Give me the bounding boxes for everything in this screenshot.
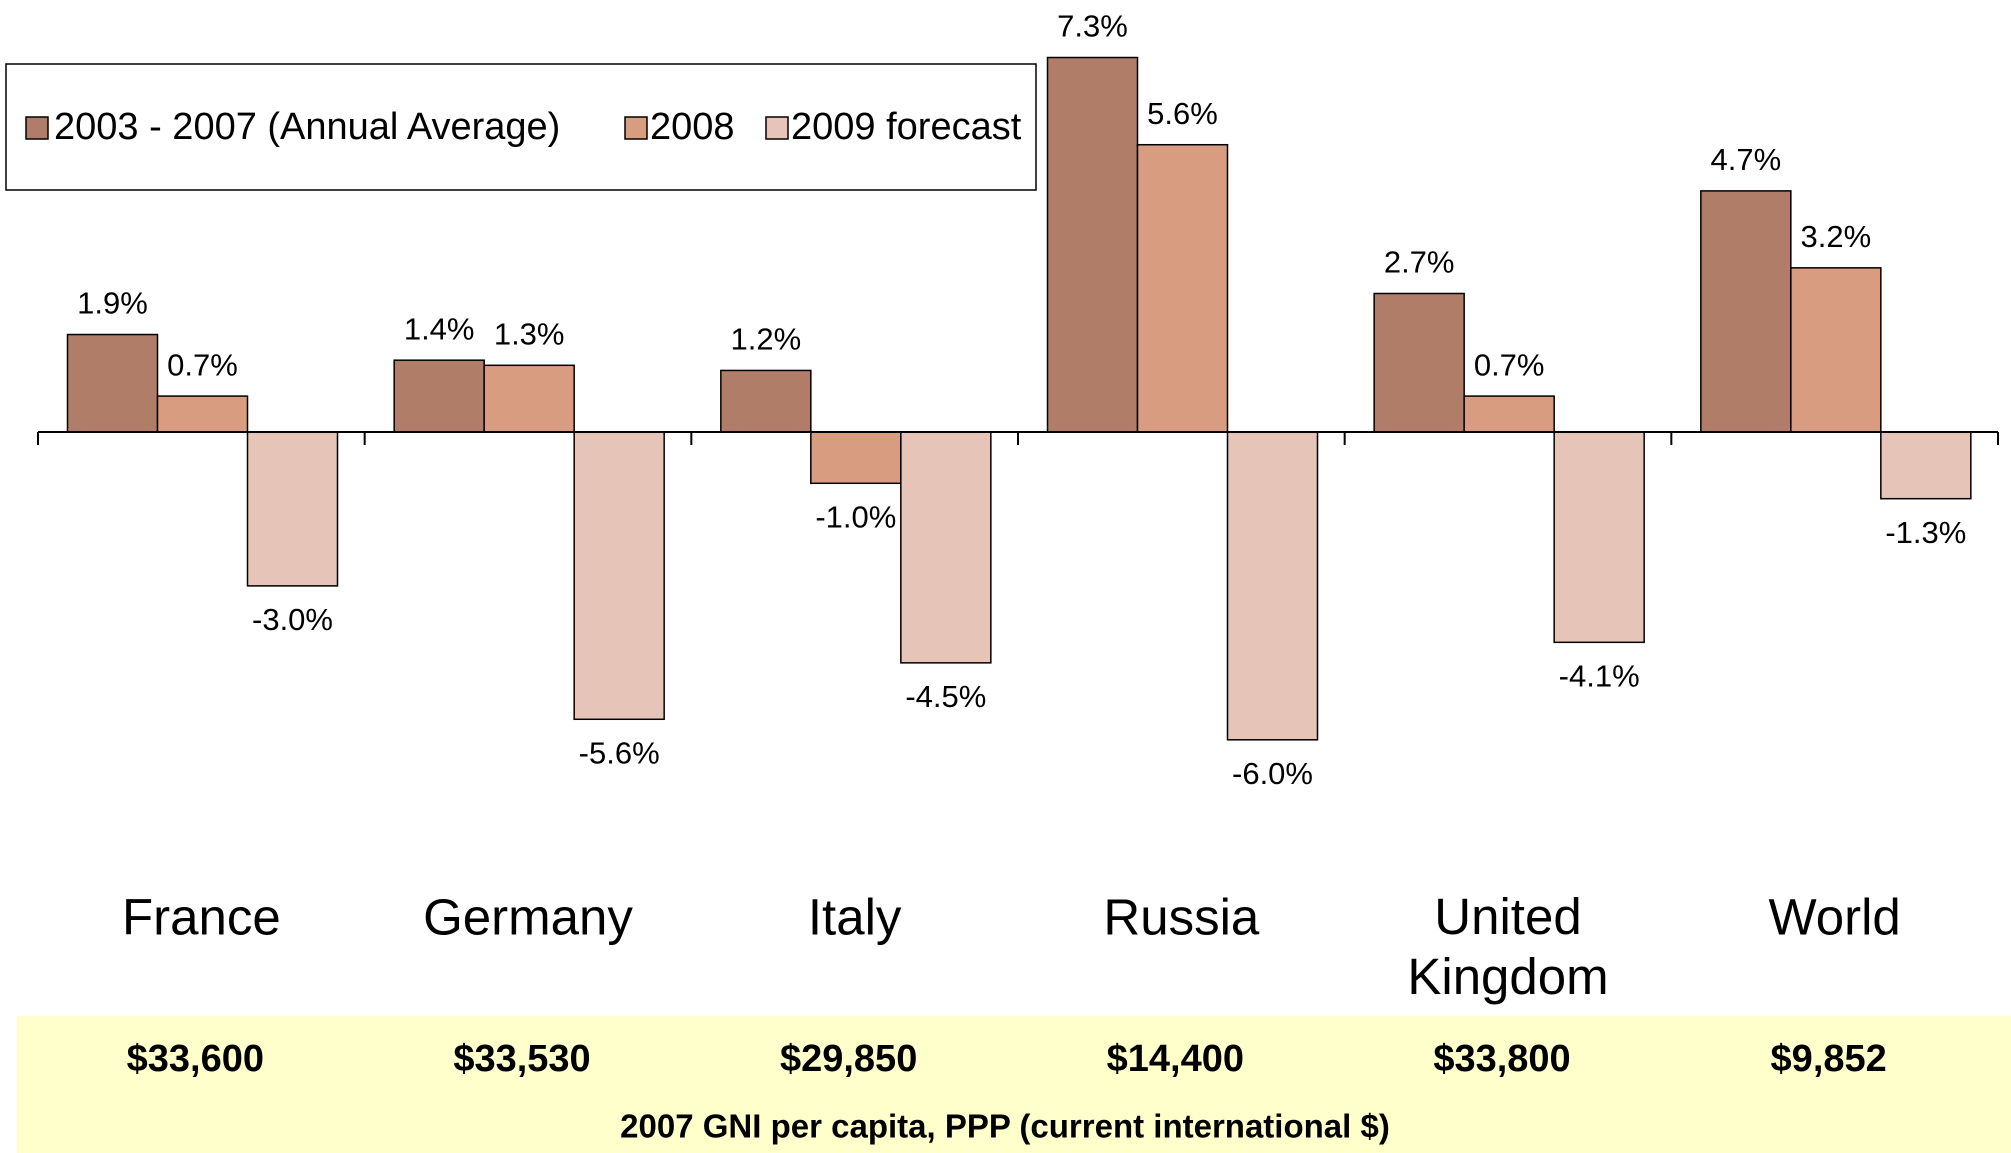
- value-label: 7.3%: [1057, 9, 1128, 44]
- bar: [393, 359, 485, 433]
- value-label: 2.7%: [1384, 245, 1455, 280]
- legend-label: 2009 forecast: [791, 106, 1022, 148]
- bar: [720, 369, 812, 433]
- gni-title: 2007 GNI per capita, PPP (current intern…: [620, 1108, 1390, 1145]
- value-label: 5.6%: [1147, 96, 1218, 131]
- gni-value: $33,800: [1433, 1038, 1570, 1080]
- legend-label: 2008: [650, 106, 735, 148]
- bar: [1373, 292, 1465, 433]
- bar: [573, 431, 665, 721]
- value-label: -4.1%: [1559, 659, 1640, 694]
- value-label: 3.2%: [1800, 219, 1871, 254]
- x-tick-label: United Kingdom: [1407, 888, 1608, 1005]
- gni-band: [17, 1016, 2011, 1153]
- bar: [810, 431, 902, 485]
- gni-value: $33,600: [127, 1038, 264, 1080]
- value-label: 4.7%: [1710, 142, 1781, 177]
- gni-value: $29,850: [780, 1038, 917, 1080]
- value-label: 1.9%: [77, 286, 148, 321]
- bar: [1463, 395, 1555, 433]
- value-label: 1.3%: [494, 316, 565, 351]
- bar: [66, 333, 159, 433]
- x-tick-label: France: [122, 888, 281, 945]
- bar: [246, 431, 339, 587]
- value-label: 0.7%: [1474, 347, 1545, 382]
- value-label: 1.4%: [404, 311, 475, 346]
- value-label: -1.0%: [815, 499, 896, 534]
- legend-box: [5, 63, 1037, 191]
- value-label: -3.0%: [252, 602, 333, 637]
- gni-value: $33,530: [453, 1038, 590, 1080]
- legend-label: 2003 - 2007 (Annual Average): [54, 106, 560, 148]
- bar: [1226, 431, 1319, 741]
- value-label: 0.7%: [167, 347, 238, 382]
- bar: [1880, 431, 1972, 500]
- value-label: -1.3%: [1885, 515, 1966, 550]
- bar: [1046, 56, 1139, 433]
- gni-value: $9,852: [1771, 1038, 1887, 1080]
- x-tick-label: Russia: [1103, 888, 1260, 945]
- legend-swatch: [25, 116, 49, 140]
- bar: [156, 395, 249, 433]
- x-tick-label: Italy: [808, 888, 902, 945]
- legend-swatch: [765, 116, 789, 140]
- bar: [900, 431, 992, 664]
- bar: [1700, 190, 1792, 433]
- bar: [483, 364, 575, 433]
- legend-swatch: [624, 116, 648, 140]
- bar: [1136, 143, 1229, 433]
- value-label: -6.0%: [1232, 756, 1313, 791]
- value-label: -4.5%: [905, 679, 986, 714]
- value-label: 1.2%: [730, 322, 801, 357]
- value-label: -5.6%: [579, 735, 660, 770]
- x-tick-label: World: [1769, 888, 1901, 945]
- bar: [1790, 267, 1882, 433]
- bar: [1553, 431, 1645, 644]
- gni-value: $14,400: [1107, 1038, 1244, 1080]
- x-tick-label: Germany: [423, 888, 633, 945]
